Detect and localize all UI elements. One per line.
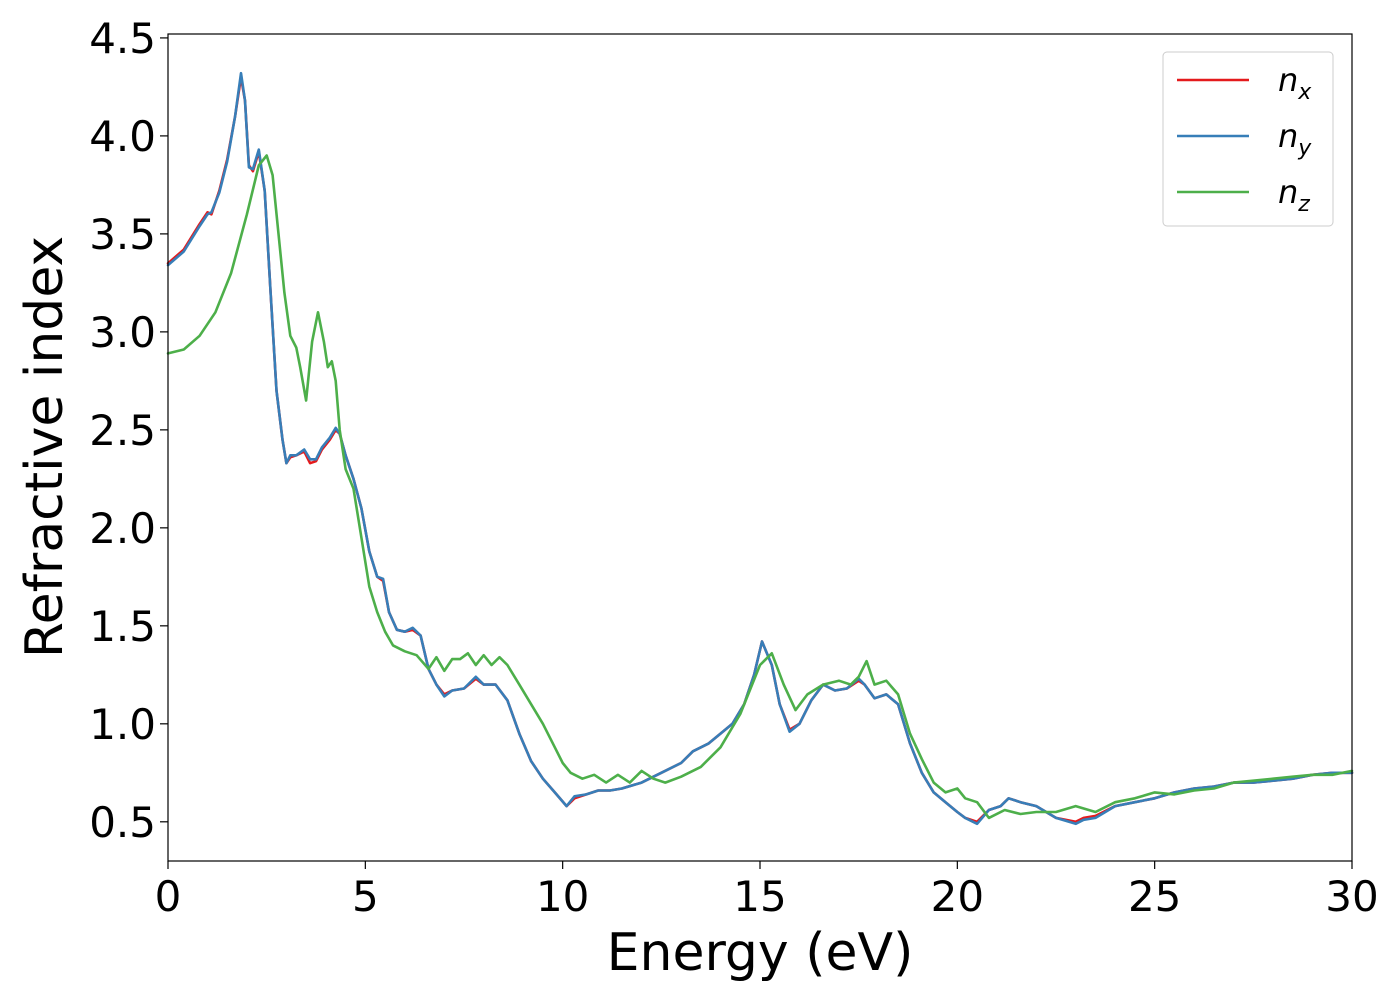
series-line-z <box>166 154 1354 820</box>
y-tick-label: 1.5 <box>89 602 156 651</box>
y-tick-label: 1.0 <box>89 700 156 749</box>
series-lines <box>166 71 1354 826</box>
legend-label-x: nx <box>1278 61 1312 105</box>
plot-area <box>168 34 1352 861</box>
y-axis-ticks: 0.5 1.0 1.5 2.0 2.5 3.0 3.5 4.0 4.5 <box>89 14 168 847</box>
y-tick-label: 4.0 <box>89 112 156 161</box>
x-tick-label: 10 <box>536 872 589 921</box>
x-tick-label: 15 <box>733 872 786 921</box>
x-axis-title: Energy (eV) <box>607 923 914 983</box>
legend-label-base: n <box>1278 61 1298 99</box>
y-axis-title: Refractive index <box>15 236 75 658</box>
legend-label-base: n <box>1278 117 1298 155</box>
y-tick-label: 3.0 <box>89 308 156 357</box>
y-tick-label: 4.5 <box>89 14 156 63</box>
legend-label-subscript: y <box>1297 136 1312 161</box>
y-tick-label: 0.5 <box>89 798 156 847</box>
legend-label-subscript: z <box>1297 192 1310 217</box>
series-line-y <box>166 71 1354 826</box>
x-tick-label: 25 <box>1128 872 1181 921</box>
y-tick-label: 2.5 <box>89 406 156 455</box>
y-tick-label: 2.0 <box>89 504 156 553</box>
legend-label-base: n <box>1278 173 1298 211</box>
legend-label-subscript: x <box>1297 80 1312 105</box>
y-tick-label: 3.5 <box>89 210 156 259</box>
x-tick-label: 20 <box>931 872 984 921</box>
legend-label-z: nz <box>1278 173 1310 217</box>
x-axis-ticks: 0 5 10 15 20 25 30 <box>155 861 1379 921</box>
legend-box <box>1162 51 1334 227</box>
x-tick-label: 30 <box>1325 872 1378 921</box>
x-tick-label: 0 <box>155 872 182 921</box>
legend-label-y: ny <box>1278 117 1312 161</box>
x-tick-label: 5 <box>352 872 379 921</box>
